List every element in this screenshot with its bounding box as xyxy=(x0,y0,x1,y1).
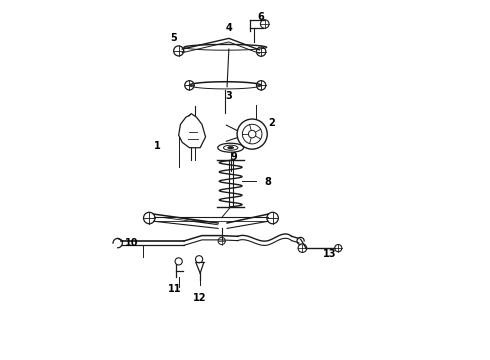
Text: 10: 10 xyxy=(125,238,139,248)
Text: 1: 1 xyxy=(154,141,161,151)
Text: 9: 9 xyxy=(231,152,238,162)
Ellipse shape xyxy=(228,147,234,149)
Text: 6: 6 xyxy=(258,12,265,22)
Text: 13: 13 xyxy=(322,248,336,258)
Text: 5: 5 xyxy=(170,33,177,43)
Text: 8: 8 xyxy=(265,177,272,187)
Text: 4: 4 xyxy=(225,23,232,33)
Text: 11: 11 xyxy=(169,284,182,294)
Text: 3: 3 xyxy=(225,91,232,101)
Text: 12: 12 xyxy=(194,293,207,303)
Text: 2: 2 xyxy=(269,118,275,128)
